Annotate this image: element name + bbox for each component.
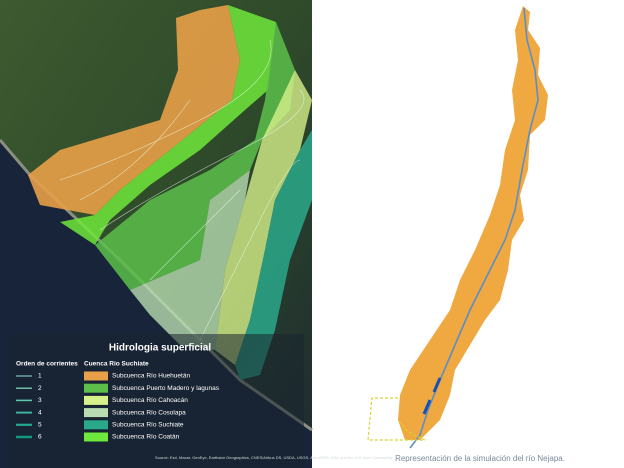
basin-nejapa xyxy=(398,6,548,440)
basin-name: Subcuenca Río Coatán xyxy=(112,434,180,441)
subbasin-huehuetan xyxy=(28,5,240,215)
legend-rows: 1 2 3 4 5 6 Subcuenca Río Huehuetán Subcuenca P… xyxy=(16,371,220,442)
basin-header: Cuenca Rio Suchiate xyxy=(84,361,149,368)
stream-order: 1 xyxy=(38,373,42,380)
subbasin-suchiate xyxy=(235,130,312,380)
basin-name: Subcuenca Puerto Madero y lagunas xyxy=(112,385,220,392)
subbasin-cahoacan xyxy=(215,70,312,365)
subbasin-puerto-madero xyxy=(95,22,295,290)
subbasin-coatan xyxy=(60,5,276,245)
river xyxy=(409,7,539,449)
legend-title: Hidrologia superficial xyxy=(109,343,211,354)
basin-swatch xyxy=(84,371,108,381)
stream-order: 3 xyxy=(38,397,42,404)
streams xyxy=(59,39,305,341)
stream-order: 5 xyxy=(38,422,42,429)
basin-swatch xyxy=(84,420,108,430)
boundary-box xyxy=(367,397,426,441)
basin-name: Subcuenca Río Huehuetán xyxy=(112,373,190,380)
stream-order: 4 xyxy=(38,409,42,416)
basin-name: Subcuenca Río Cahoacán xyxy=(112,397,188,404)
basin-name: Subcuenca Río Cosolapa xyxy=(112,409,186,416)
basin-swatch xyxy=(84,432,108,442)
basin-swatch xyxy=(84,408,108,418)
stream-order: 2 xyxy=(38,385,42,392)
caption: Representación de la simulación del río … xyxy=(395,454,565,463)
stream-header: Orden de corrientes xyxy=(16,361,78,368)
basin-name: Subcuenca Río Suchiate xyxy=(112,422,184,429)
basin-swatch xyxy=(84,383,108,393)
source: Source: Esri, Maxar, GeoEye, Earthstar G… xyxy=(155,455,392,460)
river-deep xyxy=(422,377,442,415)
basin-swatch xyxy=(84,395,108,405)
stream-order: 6 xyxy=(38,434,42,441)
subbasin-cosolapa xyxy=(130,170,250,350)
legend-bg xyxy=(8,334,304,468)
